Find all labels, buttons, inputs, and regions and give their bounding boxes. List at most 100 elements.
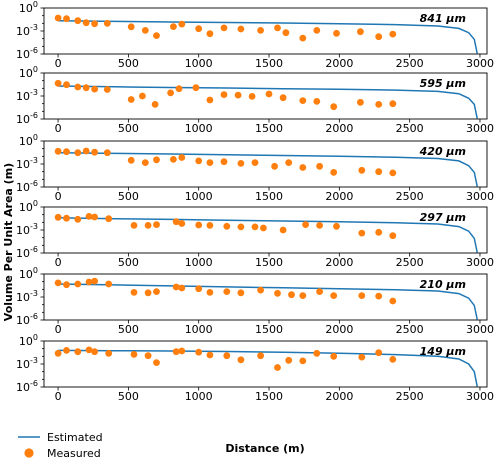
measured-point [279,226,287,234]
y-tick-label: 100 [19,333,38,348]
estimated-line [58,216,478,253]
x-tick-label: 3000 [466,323,494,336]
measured-point [288,291,295,299]
measured-point [153,288,160,295]
measured-point [127,23,135,31]
measured-point [251,223,259,231]
measured-point [234,91,242,99]
measured-point [257,352,264,360]
measured-point [178,220,186,227]
x-tick-label: 3000 [466,122,494,135]
measured-point [153,359,160,366]
x-axis-label: Distance (m) [225,442,304,455]
x-tick-label: 2000 [325,256,353,269]
x-tick-label: 2500 [396,57,424,70]
measured-point [285,159,293,167]
x-tick-label: 3000 [466,256,494,269]
measured-point [144,222,152,229]
measured-point [220,91,228,98]
measured-point [313,349,321,357]
measured-point [206,222,214,229]
measured-point [178,284,186,292]
measured-point [389,169,397,177]
measured-point [63,81,70,89]
measured-point [274,24,281,32]
measured-point [63,214,70,222]
x-tick-label: 0 [55,390,62,403]
measured-point [153,221,160,229]
measured-point [141,27,149,34]
y-tick-label: 10-3 [16,356,38,371]
measured-point [299,34,307,42]
x-tick-label: 0 [55,57,62,70]
measured-point [274,289,281,297]
measured-point [285,356,293,364]
y-tick-label: 10-3 [16,289,38,304]
y-tick-label: 10-3 [16,222,38,237]
x-tick-label: 0 [55,122,62,135]
legend: Estimated Measured [18,431,103,460]
panel-4: 0 500 1000 1500 2000 2500 3000 10-6 10-3 100 297 μ… [16,199,494,269]
measured-point [265,90,273,98]
measured-point [141,159,149,167]
measured-point [74,348,82,356]
panel-2: 0 500 1000 1500 2000 2500 3000 10-6 10-3 100 595 μ… [16,65,494,135]
measured-point [170,156,177,163]
measured-point [103,19,111,27]
x-tick-label: 2500 [396,190,424,203]
measured-point [282,29,290,37]
measured-point [175,85,183,93]
measured-point [170,23,177,30]
measured-point [127,156,135,164]
x-tick-label: 3000 [466,57,494,70]
y-tick-label: 10-6 [16,179,38,194]
measured-point [54,14,62,22]
x-tick-label: 2000 [325,57,353,70]
measured-point [251,159,259,167]
x-tick-label: 1500 [255,323,283,336]
x-tick-label: 1000 [185,323,213,336]
x-tick-label: 3000 [466,390,494,403]
measured-point [91,20,98,28]
measured-point [127,96,135,103]
x-tick-label: 2000 [325,390,353,403]
x-tick-label: 1500 [255,57,283,70]
x-tick-label: 500 [118,323,139,336]
measured-point [206,351,214,359]
measured-point [178,347,186,355]
y-tick-label: 10-6 [16,245,38,260]
measured-point [85,213,93,220]
measured-point [103,149,111,157]
measured-point [248,93,256,100]
measured-point [195,157,203,165]
x-tick-label: 2500 [396,122,424,135]
panel-annotation: 841 μm [420,12,466,25]
measured-point [167,89,175,97]
measured-point [357,28,364,36]
panel-annotation: 420 μm [419,145,466,158]
y-axis-label: Volume Per Unit Area (m) [2,163,15,321]
measured-point [54,349,62,357]
measured-point [375,349,383,357]
x-tick-label: 0 [55,256,62,269]
measured-point [144,289,152,297]
x-tick-label: 1000 [185,256,213,269]
x-tick-label: 1500 [255,190,283,203]
y-tick-label: 10-3 [16,156,38,171]
measured-point [85,278,93,286]
estimated-line [58,85,478,119]
x-tick-label: 0 [55,190,62,203]
measured-point [358,353,366,361]
measured-point [178,20,186,28]
measured-point [63,15,70,23]
measured-point [54,147,62,155]
x-tick-label: 1500 [255,256,283,269]
measured-point [237,356,245,364]
panel-3: 0 500 1000 1500 2000 2500 3000 10-6 10-3 100 420 μ… [16,133,494,203]
panel-annotation: 210 μm [420,278,466,291]
panel-annotation: 297 μm [420,211,466,224]
measured-point [153,156,160,164]
estimated-line [58,19,478,54]
measured-point [223,288,231,295]
x-tick-label: 1000 [185,390,213,403]
